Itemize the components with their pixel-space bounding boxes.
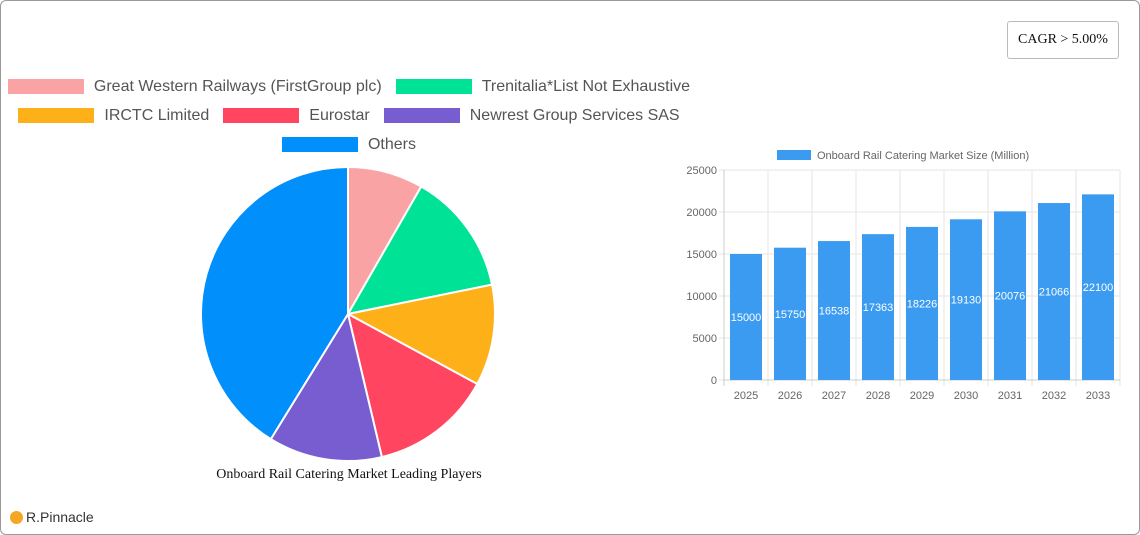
bar[interactable] (950, 219, 982, 380)
y-tick-label: 20000 (686, 207, 717, 219)
x-tick-label: 2025 (734, 390, 758, 402)
y-tick-label: 0 (711, 375, 717, 387)
legend-row: IRCTC Limited Eurostar Newrest Group Ser… (0, 101, 698, 130)
x-tick-label: 2026 (778, 390, 802, 402)
bar-value-label: 15000 (731, 312, 762, 324)
bar-legend[interactable]: Onboard Rail Catering Market Size (Milli… (777, 150, 1029, 162)
legend-swatch (281, 137, 358, 152)
brand-name: R.Pinnacle (26, 509, 94, 525)
legend-swatch (7, 79, 84, 94)
legend-swatch (223, 108, 300, 123)
bar-value-label: 21066 (1039, 287, 1070, 299)
brand-logo: R.Pinnacle (10, 509, 94, 525)
legend-label: IRCTC Limited (104, 106, 210, 124)
logo-icon (10, 510, 23, 524)
legend-swatch (18, 108, 95, 123)
bar-value-label: 16538 (819, 306, 850, 318)
legend-item-eurostar[interactable]: Eurostar (223, 106, 370, 125)
x-tick-label: 2028 (866, 390, 890, 402)
x-tick-label: 2031 (998, 390, 1022, 402)
pie-chart-title: Onboard Rail Catering Market Leading Pla… (216, 467, 482, 482)
legend-item-trenitalia[interactable]: Trenitalia*List Not Exhaustive (395, 77, 691, 96)
x-tick-label: 2033 (1086, 390, 1110, 402)
pie-svg (200, 165, 496, 462)
pie-slice[interactable] (346, 312, 479, 459)
y-tick-label: 25000 (686, 165, 717, 177)
svg-text:Onboard Rail Catering Market S: Onboard Rail Catering Market Size (Milli… (817, 150, 1029, 162)
pie-slice[interactable] (200, 165, 349, 441)
x-tick-label: 2032 (1042, 390, 1066, 402)
x-tick-label: 2029 (910, 390, 934, 402)
legend-swatch (395, 79, 472, 94)
legend-label: Newrest Group Services SAS (469, 106, 680, 124)
y-tick-label: 5000 (693, 333, 717, 345)
pie-chart (195, 160, 505, 470)
pie-slice[interactable] (269, 311, 384, 462)
bar[interactable] (906, 226, 938, 380)
pie-slice[interactable] (345, 283, 496, 386)
legend-item-others[interactable]: Others (281, 135, 416, 154)
x-tick-label: 2030 (954, 390, 978, 402)
legend-row: Great Western Railways (FirstGroup plc) … (0, 72, 698, 101)
pie-legend: Great Western Railways (FirstGroup plc) … (0, 72, 698, 159)
bar-value-label: 19130 (951, 295, 982, 307)
cagr-badge: CAGR > 5.00% (1007, 21, 1119, 59)
legend-label: Trenitalia*List Not Exhaustive (481, 77, 691, 95)
bar-value-label: 17363 (863, 302, 894, 314)
bar-value-label: 18226 (907, 298, 938, 310)
legend-item-irctc[interactable]: IRCTC Limited (18, 107, 209, 125)
bar[interactable] (862, 234, 894, 380)
bar[interactable] (1082, 194, 1114, 380)
bar-value-label: 22100 (1083, 282, 1114, 294)
bar[interactable] (774, 247, 806, 380)
legend-label: Eurostar (309, 106, 370, 124)
y-tick-label: 10000 (686, 291, 717, 303)
x-tick-label: 2027 (822, 390, 846, 402)
bar-value-label: 20076 (995, 291, 1026, 303)
legend-item-newrest[interactable]: Newrest Group Services SAS (383, 106, 680, 125)
bar-value-label: 15750 (775, 309, 806, 321)
y-tick-label: 15000 (686, 249, 717, 261)
legend-label: Others (367, 135, 416, 153)
legend-row: Others (0, 130, 698, 159)
bar[interactable] (730, 254, 762, 380)
legend-item-great-western[interactable]: Great Western Railways (FirstGroup plc) (7, 77, 382, 96)
pie-slice[interactable] (346, 185, 494, 316)
bar-svg: Onboard Rail Catering Market Size (Milli… (686, 150, 1121, 402)
bar[interactable] (818, 241, 850, 380)
bar[interactable] (1038, 203, 1070, 380)
bar[interactable] (994, 211, 1026, 380)
bar-chart: Onboard Rail Catering Market Size (Milli… (680, 140, 1130, 410)
legend-label: Great Western Railways (FirstGroup plc) (93, 77, 382, 95)
legend-swatch (383, 108, 460, 123)
